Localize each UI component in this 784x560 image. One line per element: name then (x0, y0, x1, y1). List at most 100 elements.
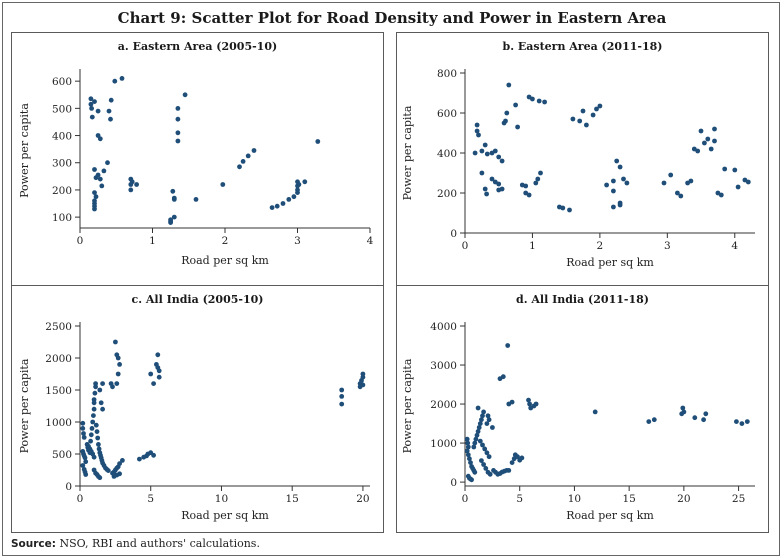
scatter-point (93, 175, 99, 181)
scatter-point (584, 122, 589, 128)
scatter-point (621, 176, 626, 182)
scatter-point (624, 180, 630, 186)
scatter-point (93, 422, 99, 428)
scatter-point (523, 183, 529, 189)
scatter-point (95, 108, 101, 114)
scatter-point (148, 371, 154, 377)
scatter-point (745, 179, 751, 185)
x-tick-label: 25 (732, 493, 745, 505)
x-tick-label: 20 (356, 493, 369, 505)
scatter-point (527, 401, 532, 407)
y-tick-label: 3000 (430, 360, 457, 372)
scatter-point (99, 183, 105, 189)
y-tick-label: 500 (52, 449, 72, 461)
scatter-point (82, 455, 88, 461)
y-tick-label: 600 (437, 108, 457, 120)
scatter-point (182, 92, 188, 98)
scatter-point (486, 417, 492, 423)
scatter-point (472, 440, 478, 446)
x-tick-label: 0 (77, 235, 84, 247)
scatter-point (155, 352, 161, 358)
scatter-point (483, 466, 489, 471)
scatter-point (100, 381, 105, 386)
panel-title-b: b. Eastern Area (2011-18) (503, 40, 663, 53)
scatter-point (567, 207, 572, 213)
x-axis-label-d: Road per sq km (566, 509, 654, 522)
scatter-point (89, 106, 94, 111)
scatter-point (274, 203, 280, 209)
scatter-point (115, 371, 121, 377)
y-tick-label: 300 (52, 158, 72, 170)
scatter-point (269, 205, 275, 211)
scatter-point (170, 188, 176, 194)
scatter-point (80, 426, 86, 431)
scatter-point (519, 455, 525, 461)
x-tick-label: 2 (222, 235, 229, 247)
scatter-point (114, 381, 120, 386)
y-axis-label-a: Power per capita (18, 103, 31, 198)
x-tick-label: 3 (664, 240, 671, 252)
scatter-point (474, 432, 480, 438)
scatter-point (91, 406, 97, 412)
x-tick-label: 3 (294, 235, 301, 247)
y-tick-label: 2500 (45, 321, 72, 333)
scatter-point (499, 186, 505, 192)
scatter-point (117, 471, 122, 477)
scatter-point (110, 384, 115, 390)
scatter-point (465, 440, 471, 446)
scatter-point (97, 136, 103, 142)
scatter-point (484, 421, 490, 426)
scatter-point (360, 382, 366, 388)
scatter-point (339, 387, 345, 393)
scatter-point (722, 166, 728, 172)
x-tick-label: 1 (529, 240, 536, 252)
source-note: Source: NSO, RBI and authors' calculatio… (11, 537, 260, 550)
y-tick-label: 600 (52, 76, 72, 88)
scatter-point (735, 184, 741, 190)
x-tick-label: 0 (462, 493, 469, 505)
scatter-point (480, 442, 485, 448)
x-tick-label: 0 (77, 493, 84, 505)
scatter-point (156, 374, 162, 380)
main-title: Chart 9: Scatter Plot for Road Density a… (117, 9, 667, 27)
y-axis-label-d: Power per capita (401, 358, 414, 453)
scatter-point (542, 99, 547, 105)
scatter-point (701, 417, 706, 423)
scatter-point (81, 431, 86, 436)
scatter-point (734, 419, 739, 424)
scatter-point (117, 461, 122, 466)
scatter-plot-b: b. Eastern Area (2011-18) 0 1 2 3 4 0 200 400 600… (401, 40, 755, 269)
scatter-point (464, 436, 470, 442)
scatter-point (503, 118, 508, 124)
x-tick-label: 5 (516, 493, 523, 505)
scatter-point (128, 182, 134, 187)
scatter-point (496, 154, 502, 160)
scatter-point (88, 438, 93, 444)
scatter-point (475, 405, 481, 411)
scatter-point (577, 118, 583, 124)
scatter-point (680, 405, 686, 411)
scatter-point (481, 462, 486, 467)
scatter-point (128, 187, 134, 193)
scatter-point (91, 454, 97, 460)
scatter-plot-a: a. Eastern Area (2005-10) 0 1 2 3 4 100 200 300 4… (18, 40, 374, 267)
scatter-point (472, 469, 478, 475)
scatter-point (732, 167, 738, 173)
scatter-point (504, 110, 510, 116)
scatter-point (97, 475, 103, 481)
scatter-point (678, 193, 684, 199)
scatter-point (151, 452, 157, 458)
scatter-point (597, 103, 603, 109)
scatter-point (479, 170, 485, 176)
x-tick-label: 15 (622, 493, 635, 505)
scatter-point (712, 138, 717, 144)
scatter-point (500, 374, 506, 380)
scatter-point (486, 454, 492, 460)
scatter-point (90, 419, 96, 425)
scatter-point (96, 442, 101, 447)
scatter-point (484, 450, 490, 456)
scatter-point (496, 181, 502, 187)
scatter-point (485, 413, 491, 419)
y-tick-label: 2000 (430, 399, 457, 411)
scatter-point (97, 387, 103, 393)
